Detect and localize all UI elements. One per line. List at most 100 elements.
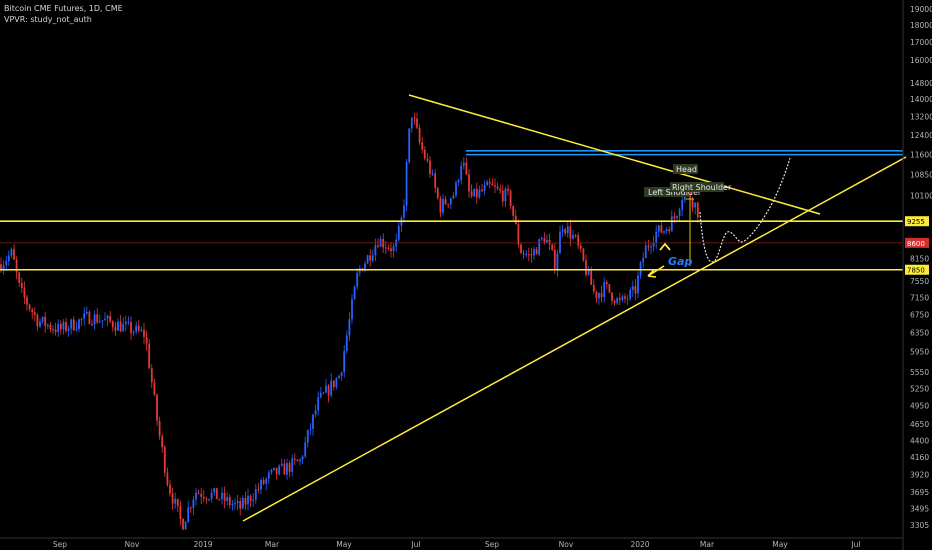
candle-body [673,216,676,219]
candle-body [197,492,200,494]
price-tick: 14000 [910,95,932,104]
candle-body [546,239,548,243]
candle-body [429,160,431,174]
price-tick: 4160 [910,453,929,462]
price-tick: 5250 [910,384,929,393]
candle-body [470,191,473,197]
candle-body [117,321,119,331]
candle-body [551,244,554,250]
candle-body [390,248,392,252]
candle-body [122,323,125,332]
chart-title: Bitcoin CME Futures, 1D, CME [4,4,123,13]
candle-body [88,311,91,325]
candle-body [397,225,400,240]
candle-body [67,328,70,331]
candle-body [291,458,294,472]
candle-body [327,385,330,396]
candle-body [127,321,130,323]
candle-body [566,226,569,234]
price-tick: 19000 [910,5,932,14]
candle-body [119,321,122,332]
candle-body [236,501,239,503]
candle-body [670,216,673,232]
candle-body [629,289,632,299]
time-tick: May [772,540,788,549]
candle-body [421,142,424,150]
candle-body [85,311,88,314]
candle-body [639,262,642,276]
candle-body [208,499,210,501]
candle-body [247,495,249,505]
candle-body [46,324,49,327]
candle-body [218,498,221,500]
candle-body [595,291,598,299]
candle-body [452,195,455,199]
candle-body [611,292,613,301]
candle-body [221,492,223,499]
candle-body [306,429,309,443]
candle-body [335,378,338,388]
candle-body [78,319,80,329]
candle-body [70,319,73,329]
candle-body [101,320,104,322]
candle-body [517,224,520,245]
price-label-badge [905,237,929,248]
candle-body [109,315,112,322]
price-tick: 7550 [910,277,929,286]
price-tick: 4950 [910,402,929,411]
candle-body [431,173,434,175]
candle-body [330,380,333,396]
price-tick: 5950 [910,347,929,356]
price-tick: 7150 [910,293,929,302]
candle-body [278,465,281,475]
price-tick: 6750 [910,310,929,319]
candle-body [215,488,218,500]
candle-body [36,314,39,327]
descending-trendline[interactable] [408,94,821,215]
left-shoulder-label: Left Shoulder [648,188,702,197]
candle-body [0,264,2,271]
candle-body [5,261,8,266]
ascending-trendline[interactable] [242,156,907,522]
candle-body [174,498,177,504]
candle-body [319,393,322,398]
candle-body [499,188,502,191]
candle-body [605,282,608,285]
candle-body [548,239,551,245]
projection-path [699,157,791,263]
candle-body [392,246,395,252]
candle-body [135,325,138,332]
candle-body [124,321,127,324]
price-tick: 5550 [910,368,929,377]
candle-body [366,255,369,264]
candle-body [31,309,34,313]
candle-body [345,335,348,352]
candle-body [364,263,366,271]
candle-body [91,324,93,326]
candle-body [325,385,327,393]
price-label-badge [905,264,929,275]
candle-body [265,478,268,484]
candle-body [338,376,340,379]
candle-body [314,410,317,415]
candle-body [273,467,275,470]
candle-body [179,506,182,519]
candle-body [650,246,652,248]
candle-body [483,185,486,191]
price-tick: 3495 [910,504,929,513]
candle-body [488,181,491,184]
head-label-bg [673,164,698,174]
candle-body [228,497,231,506]
price-axis: 3305 3495 3695 3920 4160 4400 4650 4950 5250 5550… [902,0,932,550]
candle-body [153,382,156,395]
candle-body [473,188,476,197]
candle-body [647,245,650,248]
candle-body [457,179,460,183]
right-shoulder-label-bg [670,182,724,192]
candle-body [332,380,335,388]
candle-body [343,351,346,373]
candle-body [260,480,262,490]
candle-body [579,245,582,249]
candle-body [322,392,325,394]
